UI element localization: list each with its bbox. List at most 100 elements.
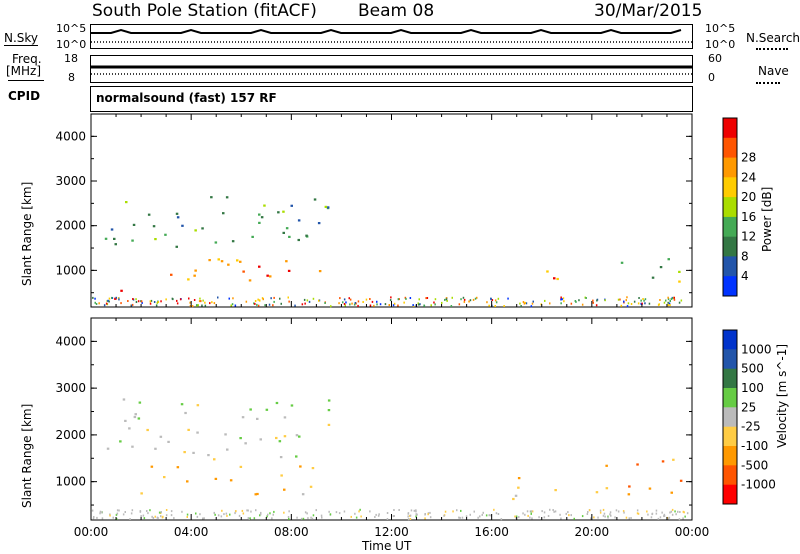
data-cell	[667, 301, 669, 304]
data-cell	[282, 210, 285, 213]
data-cell	[541, 510, 543, 513]
data-cell	[269, 512, 271, 515]
data-cell	[122, 513, 125, 516]
data-cell	[666, 516, 668, 519]
data-cell	[124, 511, 126, 513]
data-cell	[261, 297, 264, 300]
data-cell	[180, 403, 184, 406]
data-cell	[490, 514, 492, 517]
colorbar-swatch	[723, 407, 737, 428]
data-cell	[154, 238, 157, 241]
data-cell	[345, 301, 347, 304]
data-cell	[191, 305, 194, 308]
nsky-tick-top: 10^5	[56, 22, 87, 35]
data-cell	[165, 509, 168, 511]
data-cell	[369, 304, 372, 307]
data-cell	[160, 511, 162, 514]
data-cell	[105, 302, 108, 305]
nsky-tick-bottom: 10^0	[56, 38, 87, 51]
data-cell	[171, 297, 174, 300]
data-cell	[658, 303, 660, 306]
data-cell	[561, 298, 563, 301]
data-cell	[350, 515, 352, 518]
ytick-label: 3000	[55, 174, 86, 188]
data-cell	[242, 512, 245, 515]
data-cell	[288, 510, 290, 513]
data-cell	[393, 515, 395, 517]
data-cell	[610, 514, 612, 517]
colorbar-tick-label: 8	[741, 249, 749, 263]
data-cell	[204, 304, 207, 307]
data-cell	[354, 302, 357, 304]
data-cell	[170, 514, 173, 517]
velocity-panel: 1000 2000 3000 4000 00:00 04:00 08:00 12:00 16:0…	[55, 317, 709, 539]
data-cell	[585, 297, 587, 299]
data-cell	[117, 297, 120, 300]
data-cell	[418, 298, 420, 301]
cpid-value: normalsound (fast) 157 RF	[96, 91, 277, 105]
data-cell	[517, 486, 520, 489]
data-cell	[530, 305, 533, 308]
data-cell	[158, 511, 161, 514]
data-cell	[130, 512, 133, 515]
data-cell	[430, 304, 432, 307]
data-cell	[196, 404, 200, 407]
data-cell	[512, 497, 515, 501]
data-cell	[147, 213, 151, 216]
data-cell	[324, 302, 326, 304]
data-cell	[573, 517, 575, 520]
data-cell	[651, 512, 654, 515]
data-cell	[113, 237, 116, 240]
data-cell	[362, 301, 364, 303]
data-cell	[547, 515, 550, 517]
data-cell	[393, 509, 395, 511]
data-cell	[288, 235, 291, 238]
data-cell	[229, 479, 233, 482]
data-cell	[140, 492, 143, 495]
data-cell	[132, 298, 135, 301]
data-cell	[468, 300, 470, 303]
beam-label: Beam 08	[358, 1, 435, 21]
nave-tick-bottom: 0	[708, 71, 715, 84]
data-cell	[119, 440, 122, 443]
data-cell	[183, 451, 186, 454]
colorbar-frame	[722, 117, 738, 297]
data-cell	[472, 298, 475, 301]
data-cell	[196, 515, 199, 518]
data-cell	[482, 511, 484, 514]
data-cell	[207, 454, 210, 457]
data-cell	[94, 297, 96, 300]
data-cell	[111, 296, 113, 299]
data-cell	[154, 447, 157, 450]
data-cell	[415, 515, 417, 518]
data-cell	[324, 205, 328, 208]
data-cell	[189, 304, 192, 307]
data-cell	[318, 299, 321, 302]
data-cell	[407, 518, 410, 521]
data-cell	[604, 515, 606, 518]
data-cell	[106, 447, 110, 450]
data-cell	[201, 304, 203, 307]
data-cell	[415, 304, 417, 307]
data-cell	[327, 409, 331, 412]
data-cell	[220, 515, 223, 518]
data-cell	[636, 512, 639, 515]
data-cell	[176, 216, 180, 219]
data-cell	[670, 298, 673, 300]
data-cell	[199, 513, 201, 516]
data-cell	[165, 298, 167, 301]
data-cell	[239, 465, 243, 468]
nsky-strip	[90, 24, 693, 49]
data-cell	[234, 304, 237, 307]
data-cell	[299, 465, 302, 468]
data-cell	[549, 508, 551, 511]
data-cell	[648, 302, 651, 305]
data-cell	[655, 509, 658, 512]
data-cell	[279, 456, 283, 459]
data-cell	[139, 510, 142, 513]
colorbar-swatch	[723, 446, 737, 466]
data-cell	[630, 303, 633, 305]
data-cell	[379, 303, 382, 306]
data-cell	[313, 198, 317, 201]
colorbar-tick-label: 25	[741, 400, 756, 414]
